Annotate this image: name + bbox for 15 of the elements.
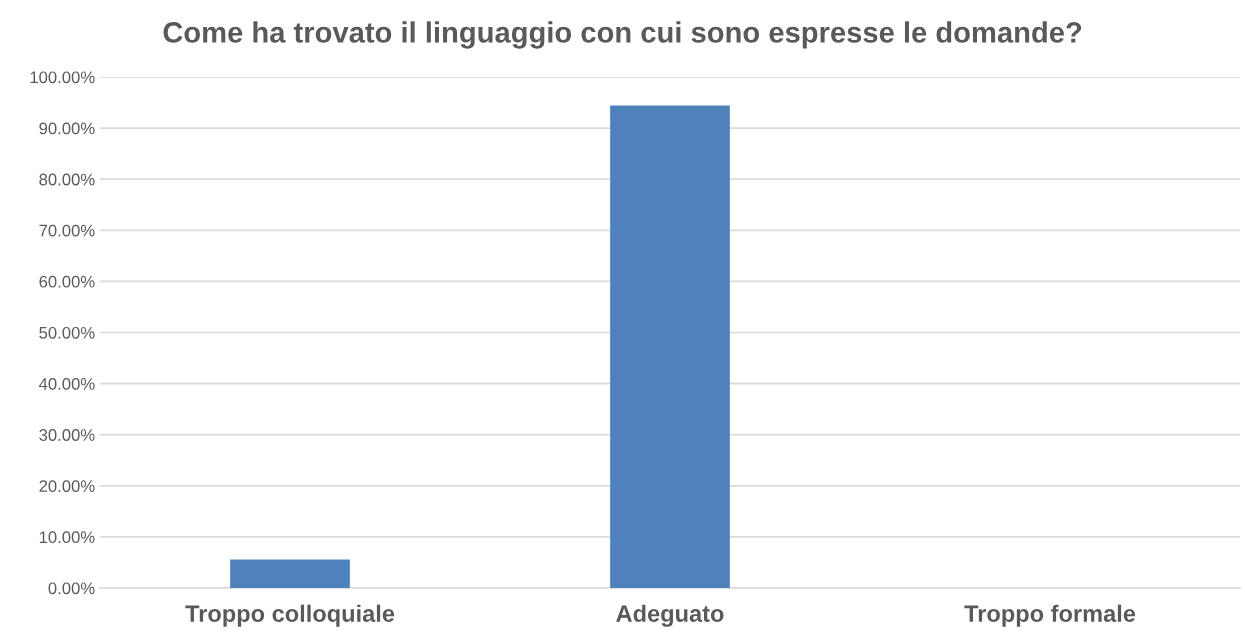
x-tick-label: Adeguato <box>616 604 724 627</box>
y-tick-label: 100.00% <box>30 71 95 84</box>
y-tick-label: 0.00% <box>48 582 95 595</box>
y-tick-label: 80.00% <box>39 173 95 186</box>
y-tick-label: 10.00% <box>39 531 95 544</box>
y-tick-label: 40.00% <box>39 378 95 390</box>
x-tick-label: Troppo formale <box>964 604 1136 627</box>
y-tick-label: 50.00% <box>39 326 95 339</box>
chart-title: Come ha trovato il linguaggio con cui sono espresse le domande? <box>163 21 1082 49</box>
y-tick-label: 60.00% <box>39 275 95 288</box>
y-tick-label: 70.00% <box>39 224 95 237</box>
y-tick-label: 30.00% <box>39 429 95 441</box>
x-tick-label: Troppo colloquiale <box>185 604 395 627</box>
y-tick-label: 20.00% <box>39 480 95 492</box>
y-tick-label: 90.00% <box>39 122 95 135</box>
